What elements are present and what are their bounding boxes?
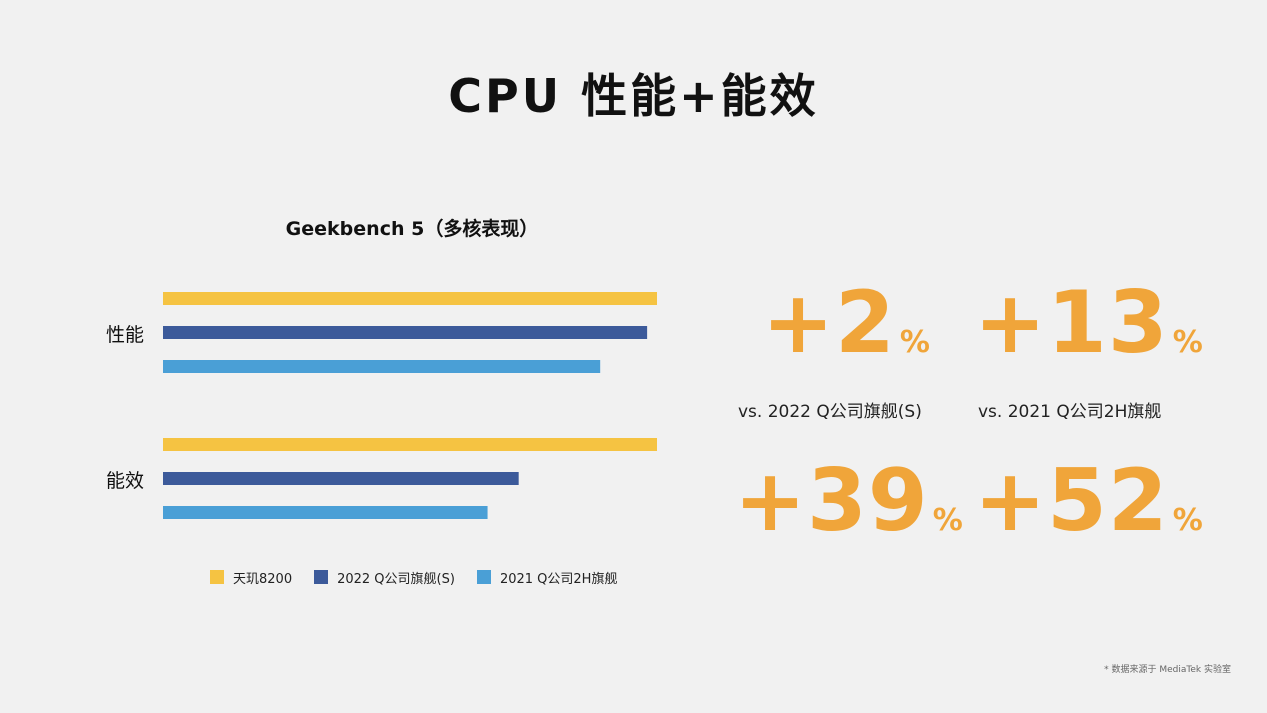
stat-perf-vs-2022: +2% (762, 280, 930, 366)
stat-perf-vs-2021: +13% (974, 280, 1203, 366)
bar-0-1 (163, 326, 648, 339)
bar-1-2 (163, 506, 488, 519)
bar-0-0 (163, 292, 657, 305)
legend-swatch (314, 570, 329, 584)
compare-label-2022: vs. 2022 Q公司旗舰(S) (738, 402, 922, 422)
legend-item-2022-flagship: 2022 Q公司旗舰(S) (314, 568, 455, 587)
bar-1-1 (163, 472, 519, 485)
chart-title: Geekbench 5（多核表现） (285, 218, 539, 240)
legend-item-2021-flagship: 2021 Q公司2H旗舰 (476, 568, 618, 587)
page-title: CPU 性能+能效 (448, 69, 819, 123)
category-label-0: 性能 (106, 324, 144, 346)
legend-label: 2021 Q公司2H旗舰 (499, 571, 618, 587)
legend-label: 天玑8200 (233, 571, 293, 587)
footnote: * 数据来源于 MediaTek 实验室 (1104, 665, 1231, 675)
stat-value: +13 (974, 273, 1169, 373)
legend-label: 2022 Q公司旗舰(S) (337, 571, 455, 587)
stat-unit: % (932, 503, 963, 538)
stat-value: +2 (762, 273, 896, 373)
compare-label-2021: vs. 2021 Q公司2H旗舰 (978, 402, 1162, 422)
stat-unit: % (1172, 325, 1203, 360)
bar-0-2 (163, 360, 601, 373)
legend-swatch (210, 570, 224, 584)
stat-eff-vs-2022: +39% (734, 458, 963, 544)
stat-value: +52 (974, 451, 1169, 551)
stat-eff-vs-2021: +52% (974, 458, 1203, 544)
category-label-1: 能效 (106, 470, 144, 492)
bar-1-0 (163, 438, 657, 451)
stat-unit: % (1172, 503, 1203, 538)
legend-item-tianji: 天玑8200 (210, 568, 292, 587)
stat-value: +39 (734, 451, 929, 551)
legend-swatch (476, 570, 491, 584)
stat-unit: % (899, 325, 930, 360)
legend: 天玑8200 2022 Q公司旗舰(S) 2021 Q公司2H旗舰 (210, 566, 639, 588)
